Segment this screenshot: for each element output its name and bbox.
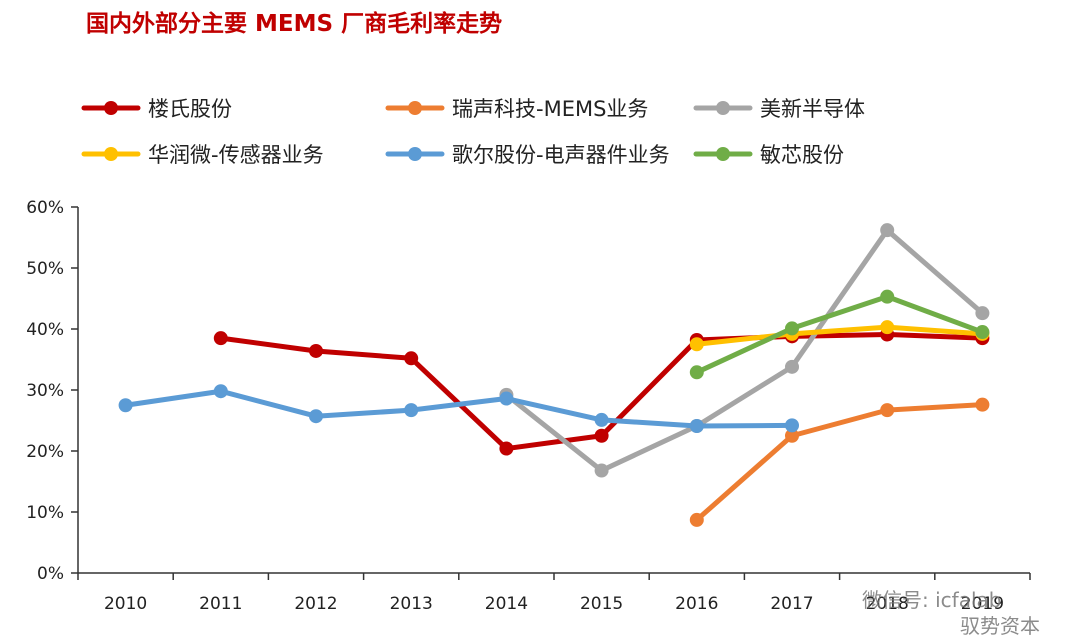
legend-item: 歌尔股份-电声器件业务 [384,139,670,169]
data-point-series-4 [499,391,514,406]
data-point-series-1 [880,403,895,418]
data-point-series-4 [785,418,799,433]
legend-swatch-marker [104,101,118,115]
data-point-series-2 [975,306,990,321]
legend-label: 美新半导体 [760,97,865,121]
data-point-series-0 [499,441,514,456]
data-point-series-4 [404,403,419,418]
series-line-3 [694,324,985,347]
legend-label: 楼氏股份 [148,97,232,121]
legend-label: 瑞声科技-MEMS业务 [452,97,649,121]
data-point-series-2 [785,359,799,374]
series-line-1 [694,402,985,523]
x-tick-label: 2011 [199,594,242,614]
y-tick-label: 50% [26,259,64,279]
data-point-series-4 [118,398,133,413]
series-line-4 [123,388,795,429]
legend-swatch [693,147,753,161]
legend-swatch [385,101,445,115]
legend-swatch-marker [716,101,730,115]
legend-item: 楼氏股份 [80,93,232,123]
x-tick-label: 2015 [580,594,623,614]
legend-label: 华润微-传感器业务 [148,143,324,167]
watermark-wechat-id: 微信号: icfalab [862,588,1002,612]
data-point-series-3 [689,337,704,352]
chart-title: 国内外部分主要 MEMS 厂商毛利率走势 [86,11,503,37]
data-point-series-4 [213,384,228,399]
data-point-series-0 [404,351,419,366]
data-point-series-1 [689,512,704,527]
y-tick-label: 20% [26,442,64,462]
data-point-series-5 [880,289,895,304]
legend-swatch [81,147,141,161]
x-tick-label: 2014 [485,594,528,614]
legend-swatch-marker [716,147,730,161]
y-tick-label: 30% [26,381,64,401]
data-point-series-2 [880,223,895,238]
watermark-brand: 驭势资本 [960,614,1040,638]
legend-swatch-marker [408,147,422,161]
legend-swatch [81,101,141,115]
data-point-series-4 [309,409,323,424]
y-tick-label: 10% [26,503,64,523]
series-line-5 [694,294,985,375]
data-point-series-3 [880,320,895,335]
x-tick-label: 2016 [675,594,718,614]
data-point-series-4 [689,418,704,433]
x-tick-label: 2010 [104,594,147,614]
legend-label: 敏芯股份 [760,143,844,167]
series-line-2 [503,227,985,474]
y-tick-label: 60% [26,198,64,218]
x-tick-label: 2017 [770,594,813,614]
legend-item: 瑞声科技-MEMS业务 [384,93,648,123]
legend-label: 歌尔股份-电声器件业务 [452,143,670,167]
data-point-series-4 [594,412,609,427]
data-point-series-5 [689,365,704,380]
data-point-series-1 [785,428,799,443]
x-tick-label: 2013 [390,594,433,614]
legend-swatch-marker [104,147,118,161]
legend-item: 美新半导体 [692,93,865,123]
data-point-series-0 [309,343,323,358]
data-point-series-2 [594,463,609,478]
data-point-series-1 [975,397,990,412]
x-tick-label: 2018 [866,594,909,614]
y-tick-label: 40% [26,320,64,340]
y-tick-label: 0% [37,564,64,584]
data-point-series-5 [975,325,990,340]
data-point-series-0 [213,331,228,346]
legend-item: 敏芯股份 [692,139,844,169]
data-point-series-5 [785,321,799,336]
legend-swatch-marker [408,101,422,115]
data-point-series-0 [594,428,609,443]
legend-item: 华润微-传感器业务 [80,139,324,169]
legend-swatch [385,147,445,161]
x-tick-label: 2012 [294,594,337,614]
x-tick-label: 2019 [961,594,1004,614]
legend-swatch [693,101,753,115]
